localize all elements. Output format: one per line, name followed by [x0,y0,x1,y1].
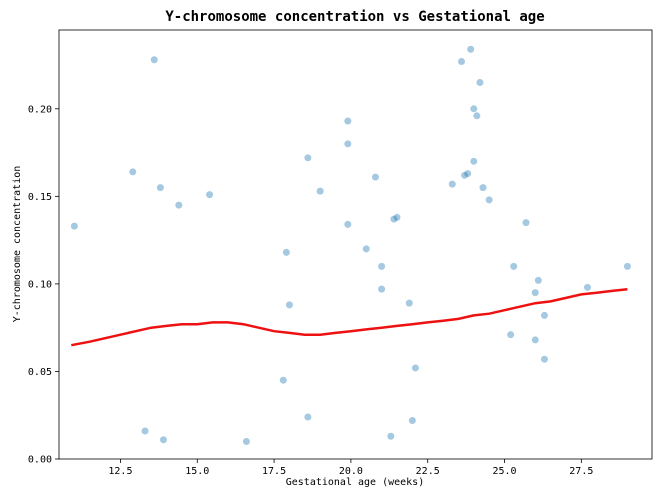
scatter-point [522,219,530,227]
x-tick-label: 25.0 [492,466,516,477]
scatter-point [70,222,78,230]
chart-title: Y-chromosome concentration vs Gestationa… [165,9,544,25]
scatter-point [387,432,395,440]
y-tick-label: 0.00 [28,455,52,466]
scatter-point [282,248,290,256]
scatter-point [461,171,469,179]
scatter-point [531,336,539,344]
y-tick-label: 0.20 [28,104,52,115]
scatter-point [458,58,466,66]
y-tick-label: 0.05 [28,367,52,378]
y-axis-ticks: 0.00 0.05 0.10 0.15 0.20 [28,104,59,466]
scatter-point [448,180,456,188]
scatter-point [408,416,416,424]
scatter-point [316,187,324,195]
scatter-point [540,311,548,319]
points-layer [70,45,631,445]
plot-area: 12.5 15.0 17.5 20.0 22.5 25.0 27.5 0.00 0.05 0.1… [28,29,653,477]
scatter-point [129,168,137,176]
scatter-point [141,427,149,435]
x-tick-label: 12.5 [108,466,132,477]
x-tick-label: 22.5 [416,466,440,477]
scatter-point [242,437,250,445]
scatter-point [304,154,312,162]
y-tick-label: 0.15 [28,192,52,203]
scatter-point [159,436,167,444]
scatter-point [470,157,478,165]
scatter-point [479,184,487,192]
scatter-point [279,376,287,384]
trend-layer [71,287,628,347]
scatter-point [362,245,370,253]
scatter-point [405,299,413,307]
scatter-point [510,262,518,270]
x-axis-ticks: 12.5 15.0 17.5 20.0 22.5 25.0 27.5 [108,459,593,477]
scatter-point [393,213,401,221]
scatter-point [467,45,475,53]
scatter-point [534,276,542,284]
scatter-point [540,355,548,363]
scatter-point [507,331,515,339]
scatter-point [344,140,352,148]
scatter-point [206,191,214,199]
scatter-point [476,79,484,87]
scatter-point [156,184,164,192]
scatter-point [583,283,591,291]
trend-line [71,287,628,347]
x-axis-label: Gestational age (weeks) [286,477,424,488]
scatter-point [411,364,419,372]
scatter-point [623,262,631,270]
scatter-point [378,285,386,293]
x-tick-label: 15.0 [185,466,209,477]
scatter-point [304,413,312,421]
x-tick-label: 20.0 [339,466,363,477]
scatter-point [390,215,398,223]
scatter-point [285,301,293,309]
plot-frame [58,29,653,460]
y-tick-label: 0.10 [28,279,52,290]
scatter-point [150,56,158,64]
scatter-point [473,112,481,120]
x-tick-label: 27.5 [569,466,593,477]
scatter-point [371,173,379,181]
scatter-point [344,220,352,228]
scatter-point [470,105,478,113]
scatter-point [531,289,539,297]
scatter-point [344,117,352,125]
y-axis-label: Y-chromosome concentration [12,166,23,323]
x-tick-label: 17.5 [262,466,286,477]
scatter-point [464,170,472,178]
scatter-point [485,196,493,204]
scatter-point [378,262,386,270]
scatter-point [175,201,183,209]
